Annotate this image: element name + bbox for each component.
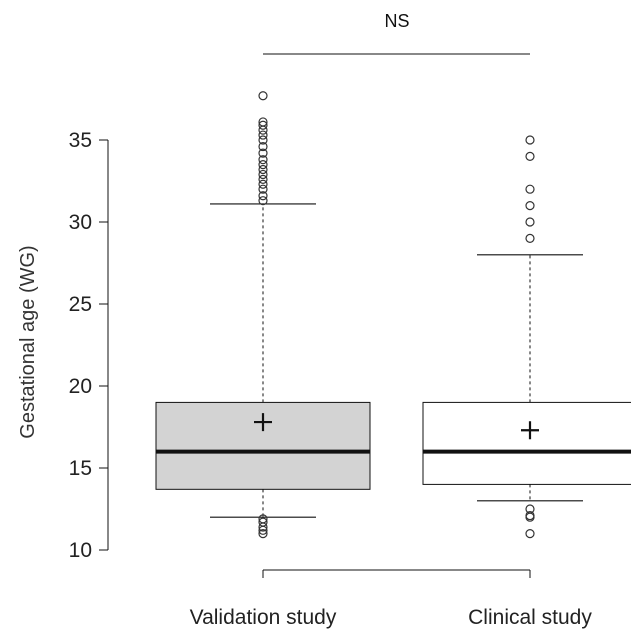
validation-study-outlier-point: [258, 184, 268, 194]
validation-study-category-label: Validation study: [190, 606, 337, 629]
validation-study-outlier-point: [258, 141, 268, 152]
validation-study-outlier-point: [258, 528, 268, 539]
validation-study-outlier-point: [258, 155, 268, 165]
y-tick-label-10: 10: [69, 539, 92, 562]
y-tick-label-15: 15: [69, 457, 92, 480]
validation-study-outlier-point: [258, 160, 268, 170]
validation-study-outlier-point: [258, 525, 268, 535]
clinical-study-outlier-point: [525, 151, 535, 161]
significance-label: NS: [384, 11, 409, 31]
validation-study-outlier-point: [258, 196, 268, 206]
plot-layer: 10 15 20 25 30 35 Validation study Clinical stu…: [69, 53, 631, 629]
clinical-study-outlier-point: [525, 184, 535, 194]
validation-study-mean-marker: [254, 413, 272, 432]
clinical-study-outlier-point: [525, 217, 535, 227]
validation-study-outlier-point: [258, 164, 268, 175]
validation-study-outlier-point: [258, 130, 268, 140]
validation-study-outlier-point: [258, 191, 268, 201]
validation-study-outlier-point: [258, 117, 268, 127]
y-tick-label-35: 35: [69, 129, 92, 152]
y-tick-label-20: 20: [69, 375, 92, 398]
clinical-study-outlier-point: [525, 512, 535, 522]
validation-study-outlier-point: [258, 174, 268, 184]
validation-study-outlier-point: [258, 169, 268, 180]
validation-study-outlier-point: [258, 91, 268, 101]
clinical-study-box: [422, 401, 631, 485]
validation-study-outlier-point: [258, 135, 268, 145]
clinical-study-category-label: Clinical study: [468, 606, 592, 629]
validation-study-outlier-point: [258, 179, 268, 189]
validation-study-outlier-point: [258, 522, 268, 532]
y-axis-label: Gestational age (WG): [17, 245, 39, 438]
validation-study-outlier-point: [258, 120, 268, 130]
clinical-study-mean-marker: [521, 421, 539, 440]
clinical-study-outlier-point: [525, 233, 535, 243]
validation-study-box: [155, 401, 371, 490]
clinical-study-outlier-point: [525, 201, 535, 211]
clinical-study-outlier-point: [525, 528, 535, 539]
validation-study-outlier-point: [258, 148, 268, 158]
y-tick-label-25: 25: [69, 293, 92, 316]
clinical-study-outlier-point: [525, 135, 535, 145]
y-tick-label-30: 30: [69, 211, 92, 234]
